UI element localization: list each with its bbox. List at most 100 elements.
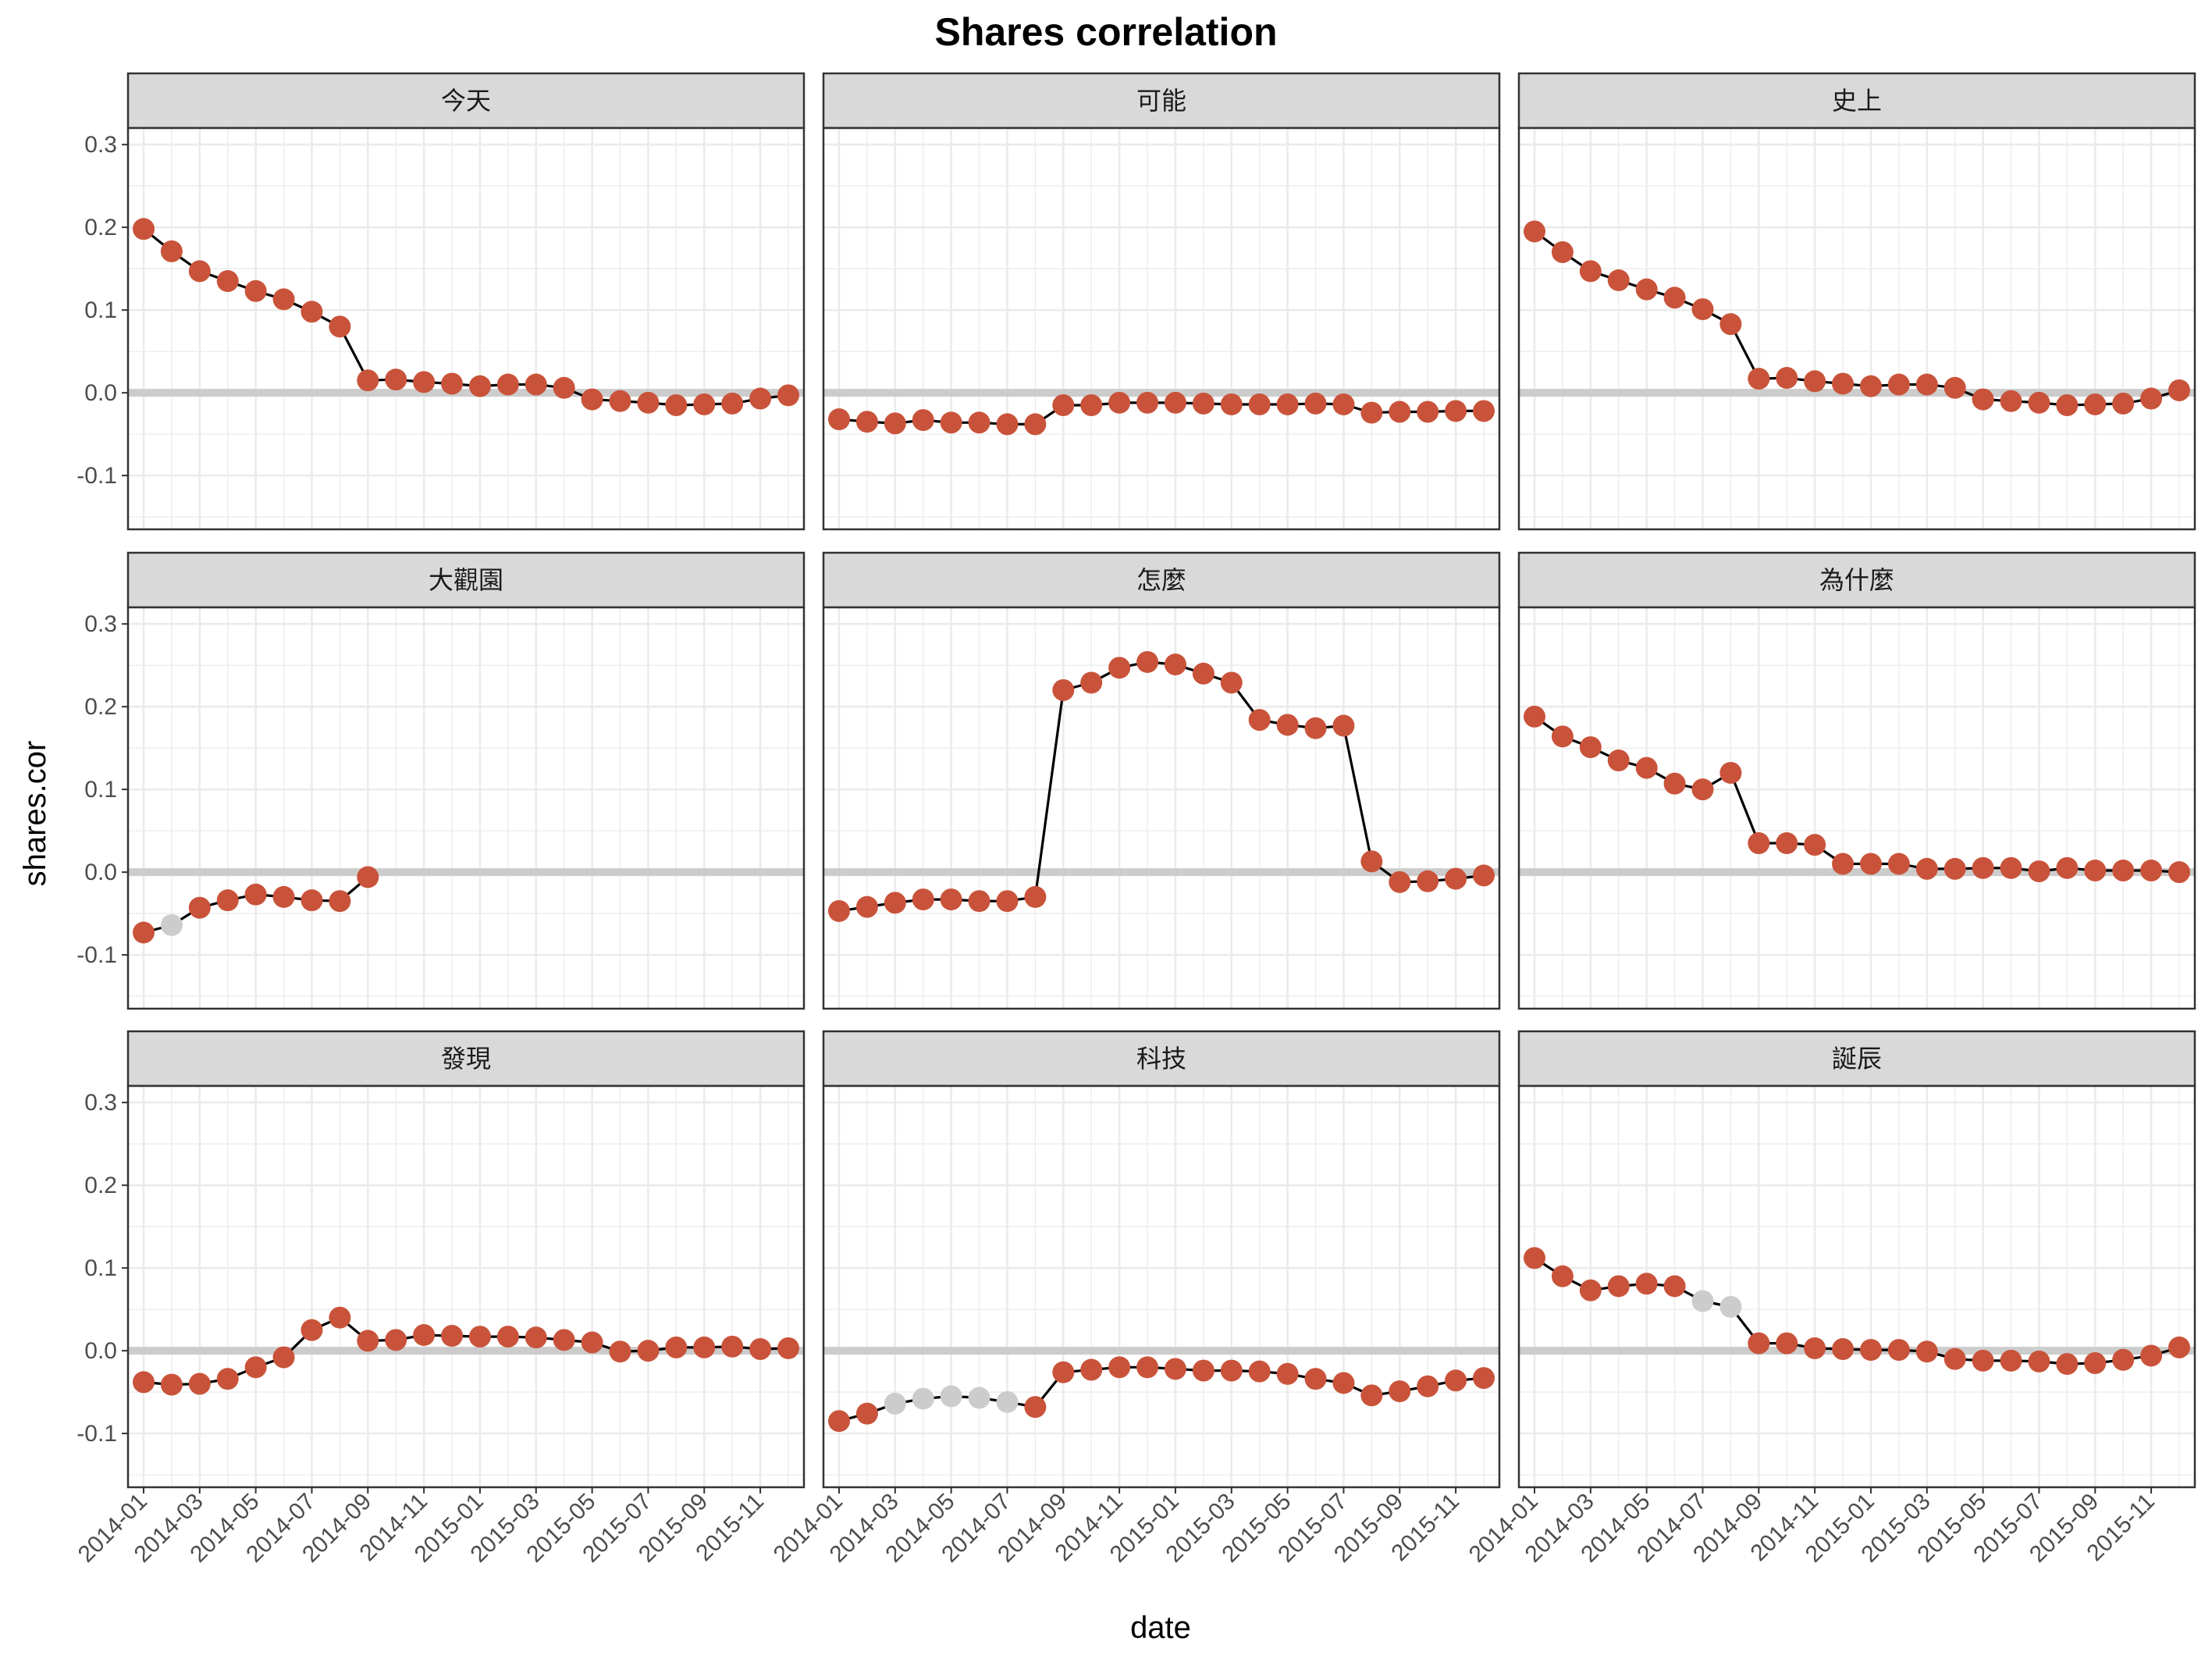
data-point xyxy=(1417,870,1439,892)
facet-strip-label: 大觀園 xyxy=(429,565,503,595)
data-point xyxy=(1108,657,1131,679)
data-point-nonsignificant xyxy=(160,913,183,936)
data-point xyxy=(1748,1332,1770,1355)
data-point xyxy=(581,388,603,411)
data-point xyxy=(1024,413,1047,436)
data-point xyxy=(188,896,211,919)
data-point xyxy=(1304,392,1327,415)
data-point xyxy=(2000,856,2022,879)
data-point-nonsignificant xyxy=(996,1390,1019,1413)
y-tick-label: -0.1 xyxy=(76,1421,117,1447)
data-point-nonsignificant xyxy=(884,1392,906,1415)
facet-panel: 發現0.30.20.10.0-0.12014-012014-032014-052… xyxy=(73,1030,805,1568)
y-tick-label: 0.2 xyxy=(84,694,117,720)
facet-strip xyxy=(822,72,1501,130)
data-point xyxy=(1445,1369,1467,1392)
data-point xyxy=(884,892,906,914)
data-point xyxy=(1944,376,1966,399)
data-point xyxy=(1136,391,1159,414)
data-point xyxy=(1445,867,1467,890)
data-point xyxy=(357,1330,379,1352)
data-point xyxy=(160,240,183,262)
data-point xyxy=(884,412,906,435)
data-point xyxy=(1579,1279,1602,1301)
facet-panel: 史上 xyxy=(1517,72,2196,531)
data-point xyxy=(609,390,631,412)
data-point xyxy=(1663,772,1686,795)
data-point xyxy=(1473,1367,1495,1390)
data-point xyxy=(2028,391,2050,414)
data-point xyxy=(329,315,351,338)
data-point xyxy=(1052,678,1075,701)
data-point xyxy=(244,1356,267,1379)
data-point xyxy=(940,411,962,434)
data-point xyxy=(1972,1349,1994,1372)
data-point xyxy=(496,1326,519,1348)
data-point xyxy=(2140,387,2163,410)
data-point xyxy=(828,408,850,431)
data-point xyxy=(1663,287,1686,309)
panel-background xyxy=(1519,128,2195,529)
panel-border xyxy=(822,1084,1501,1489)
data-point xyxy=(133,1371,155,1394)
data-point xyxy=(1607,269,1630,292)
y-tick-label: 0.3 xyxy=(84,132,117,158)
panel-border xyxy=(1517,606,2196,1010)
data-point xyxy=(828,899,850,922)
data-point xyxy=(855,1402,878,1425)
data-point xyxy=(1192,392,1214,415)
data-point xyxy=(1776,367,1798,390)
data-point xyxy=(496,373,519,396)
y-tick-label: 0.1 xyxy=(84,297,117,323)
data-point xyxy=(1304,1368,1327,1390)
data-point xyxy=(1635,757,1658,779)
data-point xyxy=(272,885,295,908)
data-point xyxy=(1804,834,1826,856)
data-point xyxy=(133,218,155,240)
panel-background xyxy=(128,607,804,1009)
data-point xyxy=(1164,653,1186,676)
y-tick-label: -0.1 xyxy=(76,942,117,968)
panel-background xyxy=(128,128,804,529)
data-point xyxy=(1887,853,1910,875)
data-point xyxy=(1080,394,1103,417)
data-point xyxy=(1832,372,1855,395)
y-tick-label: -0.1 xyxy=(76,463,117,489)
data-point xyxy=(357,866,379,888)
y-tick-label: 0.1 xyxy=(84,1255,117,1281)
data-point xyxy=(553,376,575,399)
facet-panel: 怎麼 xyxy=(822,551,1501,1010)
data-point xyxy=(385,1329,407,1351)
data-point xyxy=(1944,1347,1966,1370)
data-point xyxy=(329,1306,351,1329)
data-point xyxy=(637,1340,660,1362)
data-point xyxy=(133,921,155,944)
data-point xyxy=(272,1346,295,1369)
data-point xyxy=(1473,864,1495,887)
data-point xyxy=(665,1336,688,1358)
data-point xyxy=(1220,1359,1243,1382)
data-point xyxy=(855,411,878,433)
data-point xyxy=(2084,1352,2107,1375)
facet-strip-label: 可能 xyxy=(1136,86,1186,116)
panel-background xyxy=(823,607,1499,1009)
facet-strip-label: 誕辰 xyxy=(1832,1044,1882,1073)
data-point xyxy=(828,1410,850,1433)
data-point xyxy=(1859,1339,1882,1362)
data-point xyxy=(1524,705,1545,728)
data-point xyxy=(441,372,464,395)
y-tick-label: 0.0 xyxy=(84,380,117,406)
data-point xyxy=(1887,373,1910,396)
data-point xyxy=(2168,861,2190,884)
data-point-nonsignificant xyxy=(1719,1295,1742,1318)
data-point xyxy=(1635,1273,1658,1295)
data-point xyxy=(721,1335,744,1358)
data-point xyxy=(777,1337,799,1359)
facet-strip xyxy=(126,551,805,609)
data-point xyxy=(413,371,436,393)
data-point xyxy=(1248,709,1271,732)
data-point xyxy=(2112,860,2135,882)
data-point xyxy=(216,270,239,293)
data-point xyxy=(1360,401,1383,424)
